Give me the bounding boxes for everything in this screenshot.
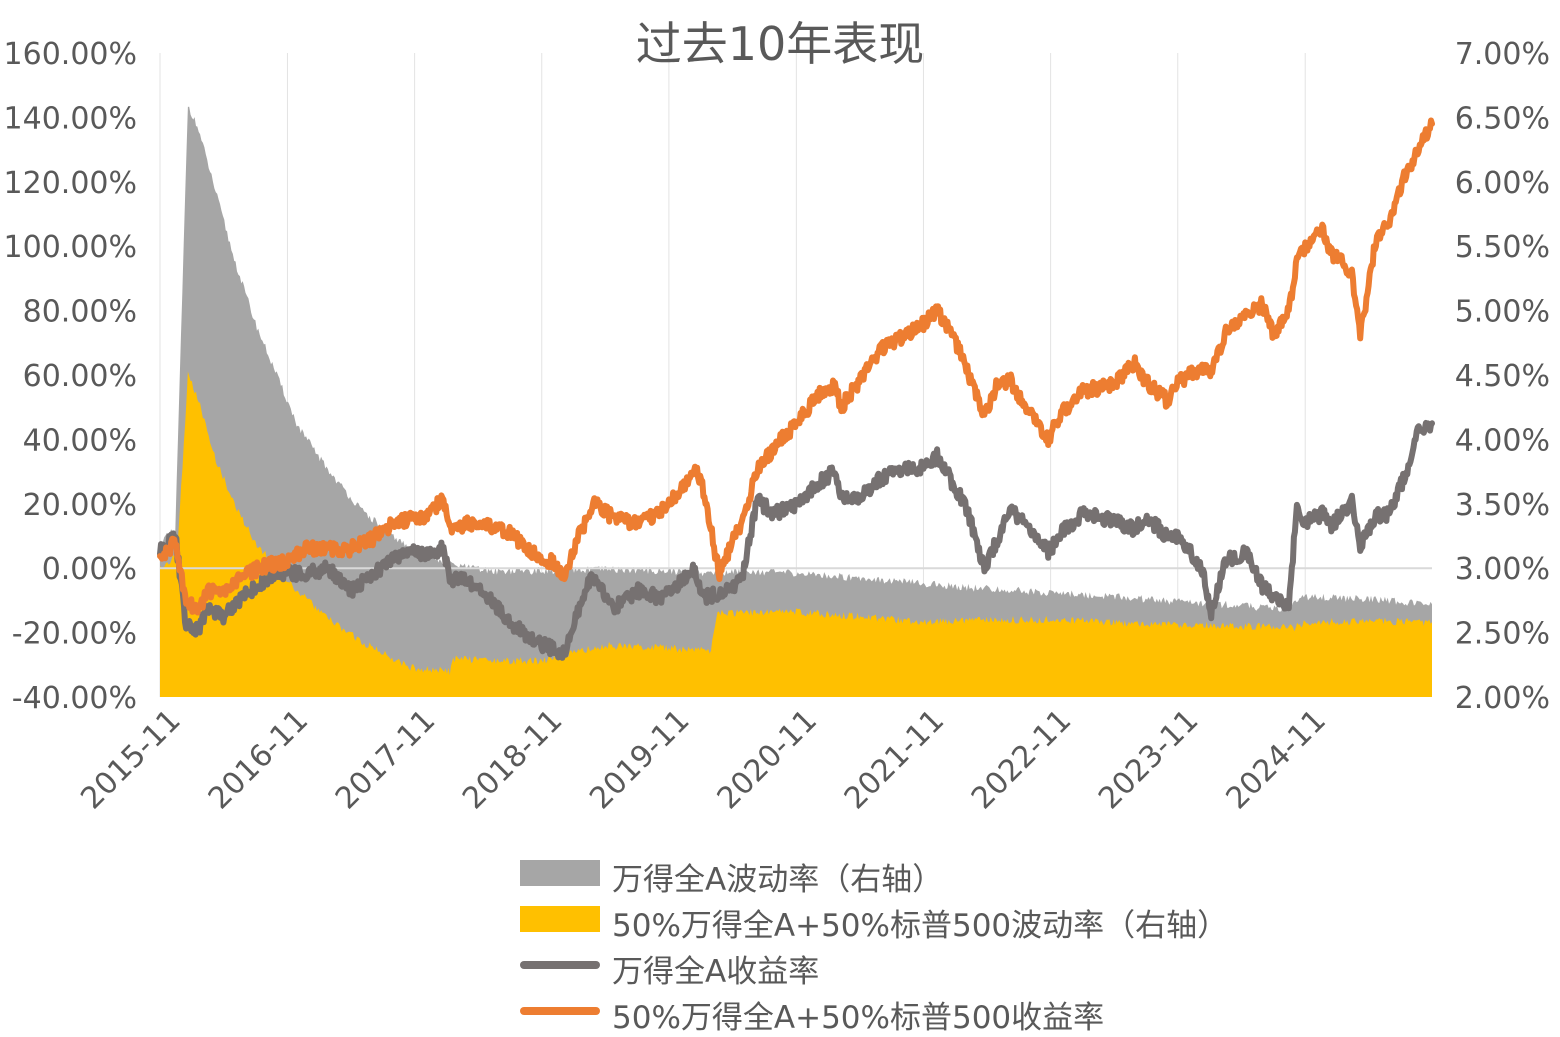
- legend-label-blend-volatility: 50%万得全A+50%标普500波动率（右轴）: [612, 908, 1229, 944]
- x-tick-label: 2018-11: [456, 703, 569, 816]
- x-tick-label: 2019-11: [583, 703, 696, 816]
- y-right-tick-label: 4.50%: [1455, 359, 1550, 394]
- y-right-tick-label: 4.00%: [1455, 423, 1550, 458]
- x-tick-label: 2017-11: [329, 703, 442, 816]
- legend-label-wind-a-return: 万得全A收益率: [612, 954, 820, 990]
- y-right-tick-label: 3.00%: [1455, 552, 1550, 587]
- y-left-tick-label: 40.00%: [23, 423, 137, 458]
- y-right-tick-label: 7.00%: [1455, 37, 1550, 72]
- x-tick-label: 2022-11: [965, 703, 1078, 816]
- legend-swatch-wind-a-return: [520, 961, 600, 969]
- y-right-tick-label: 5.00%: [1455, 295, 1550, 330]
- y-left-tick-label: 160.00%: [4, 37, 137, 72]
- y-right-tick-label: 6.50%: [1455, 101, 1550, 136]
- chart-title: 过去10年表现: [635, 17, 925, 71]
- y-left-tick-label: 20.00%: [23, 488, 137, 523]
- y-left-tick-label: 60.00%: [23, 359, 137, 394]
- y-left-tick-label: 80.00%: [23, 295, 137, 330]
- y-left-tick-label: -40.00%: [12, 681, 137, 716]
- legend-swatch-blend-volatility: [520, 906, 600, 932]
- x-tick-label: 2024-11: [1219, 703, 1332, 816]
- x-tick-label: 2016-11: [202, 703, 315, 816]
- y-right-tick-label: 2.00%: [1455, 681, 1550, 716]
- y-right-tick-label: 2.50%: [1455, 617, 1550, 652]
- y-left-tick-label: 0.00%: [42, 552, 137, 587]
- y-right-tick-label: 5.50%: [1455, 230, 1550, 265]
- legend-swatch-blend-return: [520, 1007, 600, 1015]
- line-wind-a-return: [157, 419, 1435, 661]
- y-right-tick-label: 6.00%: [1455, 166, 1550, 201]
- x-tick-label: 2021-11: [838, 703, 951, 816]
- y-left-tick-label: 120.00%: [4, 166, 137, 201]
- x-tick-label: 2020-11: [711, 703, 824, 816]
- x-tick-label: 2023-11: [1092, 703, 1205, 816]
- y-right-tick-label: 3.50%: [1455, 488, 1550, 523]
- y-left-tick-label: 100.00%: [4, 230, 137, 265]
- legend-swatch-wind-a-volatility: [520, 860, 600, 886]
- legend-label-blend-return: 50%万得全A+50%标普500收益率: [612, 1000, 1105, 1036]
- y-left-tick-label: 140.00%: [4, 101, 137, 136]
- y-left-tick-label: -20.00%: [12, 617, 137, 652]
- x-tick-label: 2015-11: [74, 703, 187, 816]
- area-blend-volatility: [160, 371, 1432, 697]
- line-blend-return: [157, 117, 1435, 616]
- legend-label-wind-a-volatility: 万得全A波动率（右轴）: [612, 862, 944, 898]
